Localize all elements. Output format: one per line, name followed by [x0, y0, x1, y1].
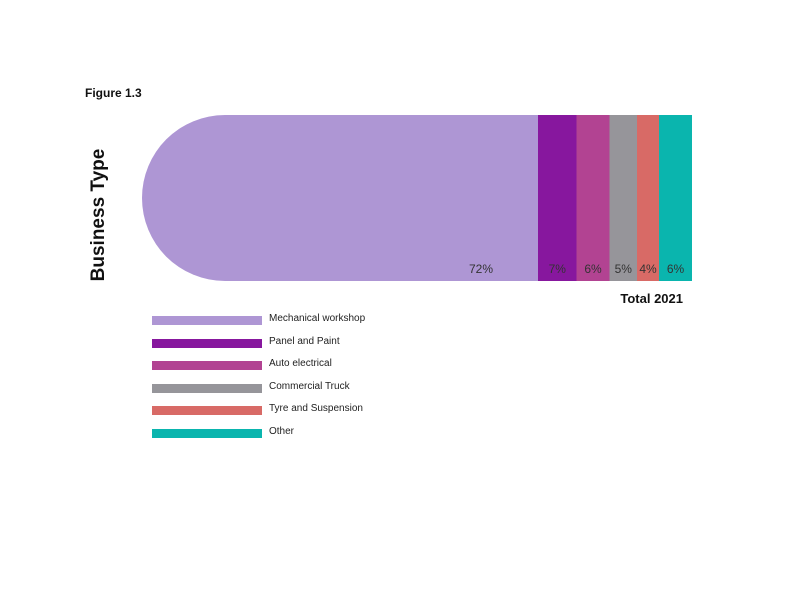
legend-label: Tyre and Suspension: [269, 403, 363, 415]
legend-swatch: [152, 338, 262, 348]
figure-label: Figure 1.3: [85, 86, 142, 100]
data-label: 6%: [667, 262, 685, 276]
legend-label: Panel and Paint: [269, 335, 340, 347]
legend-swatch: [152, 383, 262, 393]
category-label: Total 2021: [620, 291, 683, 306]
legend-label: Commercial Truck: [269, 380, 350, 392]
data-label: 72%: [469, 262, 493, 276]
legend-swatch: [152, 406, 262, 416]
bar-segment-other: [659, 115, 692, 281]
bar-segment-commercial-truck: [609, 115, 637, 281]
data-label: 7%: [549, 262, 567, 276]
bar-segment-auto-electrical: [576, 115, 610, 281]
data-labels: 72% 7% 6% 5% 4% 6%: [469, 262, 685, 276]
legend-label: Mechanical workshop: [269, 313, 366, 324]
y-axis-label: Business Type: [88, 149, 109, 282]
legend-swatch: [152, 428, 262, 438]
data-label: 4%: [639, 262, 657, 276]
legend-label: Other: [269, 425, 295, 437]
bar-segment-tyre-and-suspension: [637, 115, 659, 281]
legend-swatch: [152, 361, 262, 371]
data-label: 5%: [615, 262, 633, 276]
y-axis-label-group: Business Type: [88, 149, 109, 282]
bar-segment-mechanical-workshop: [142, 115, 538, 281]
bar-segment-panel-and-paint: [538, 115, 577, 281]
bar-segments: [142, 115, 692, 281]
legend-label: Auto electrical: [269, 358, 332, 370]
legend-swatch: [152, 316, 262, 325]
data-label: 6%: [584, 262, 602, 276]
